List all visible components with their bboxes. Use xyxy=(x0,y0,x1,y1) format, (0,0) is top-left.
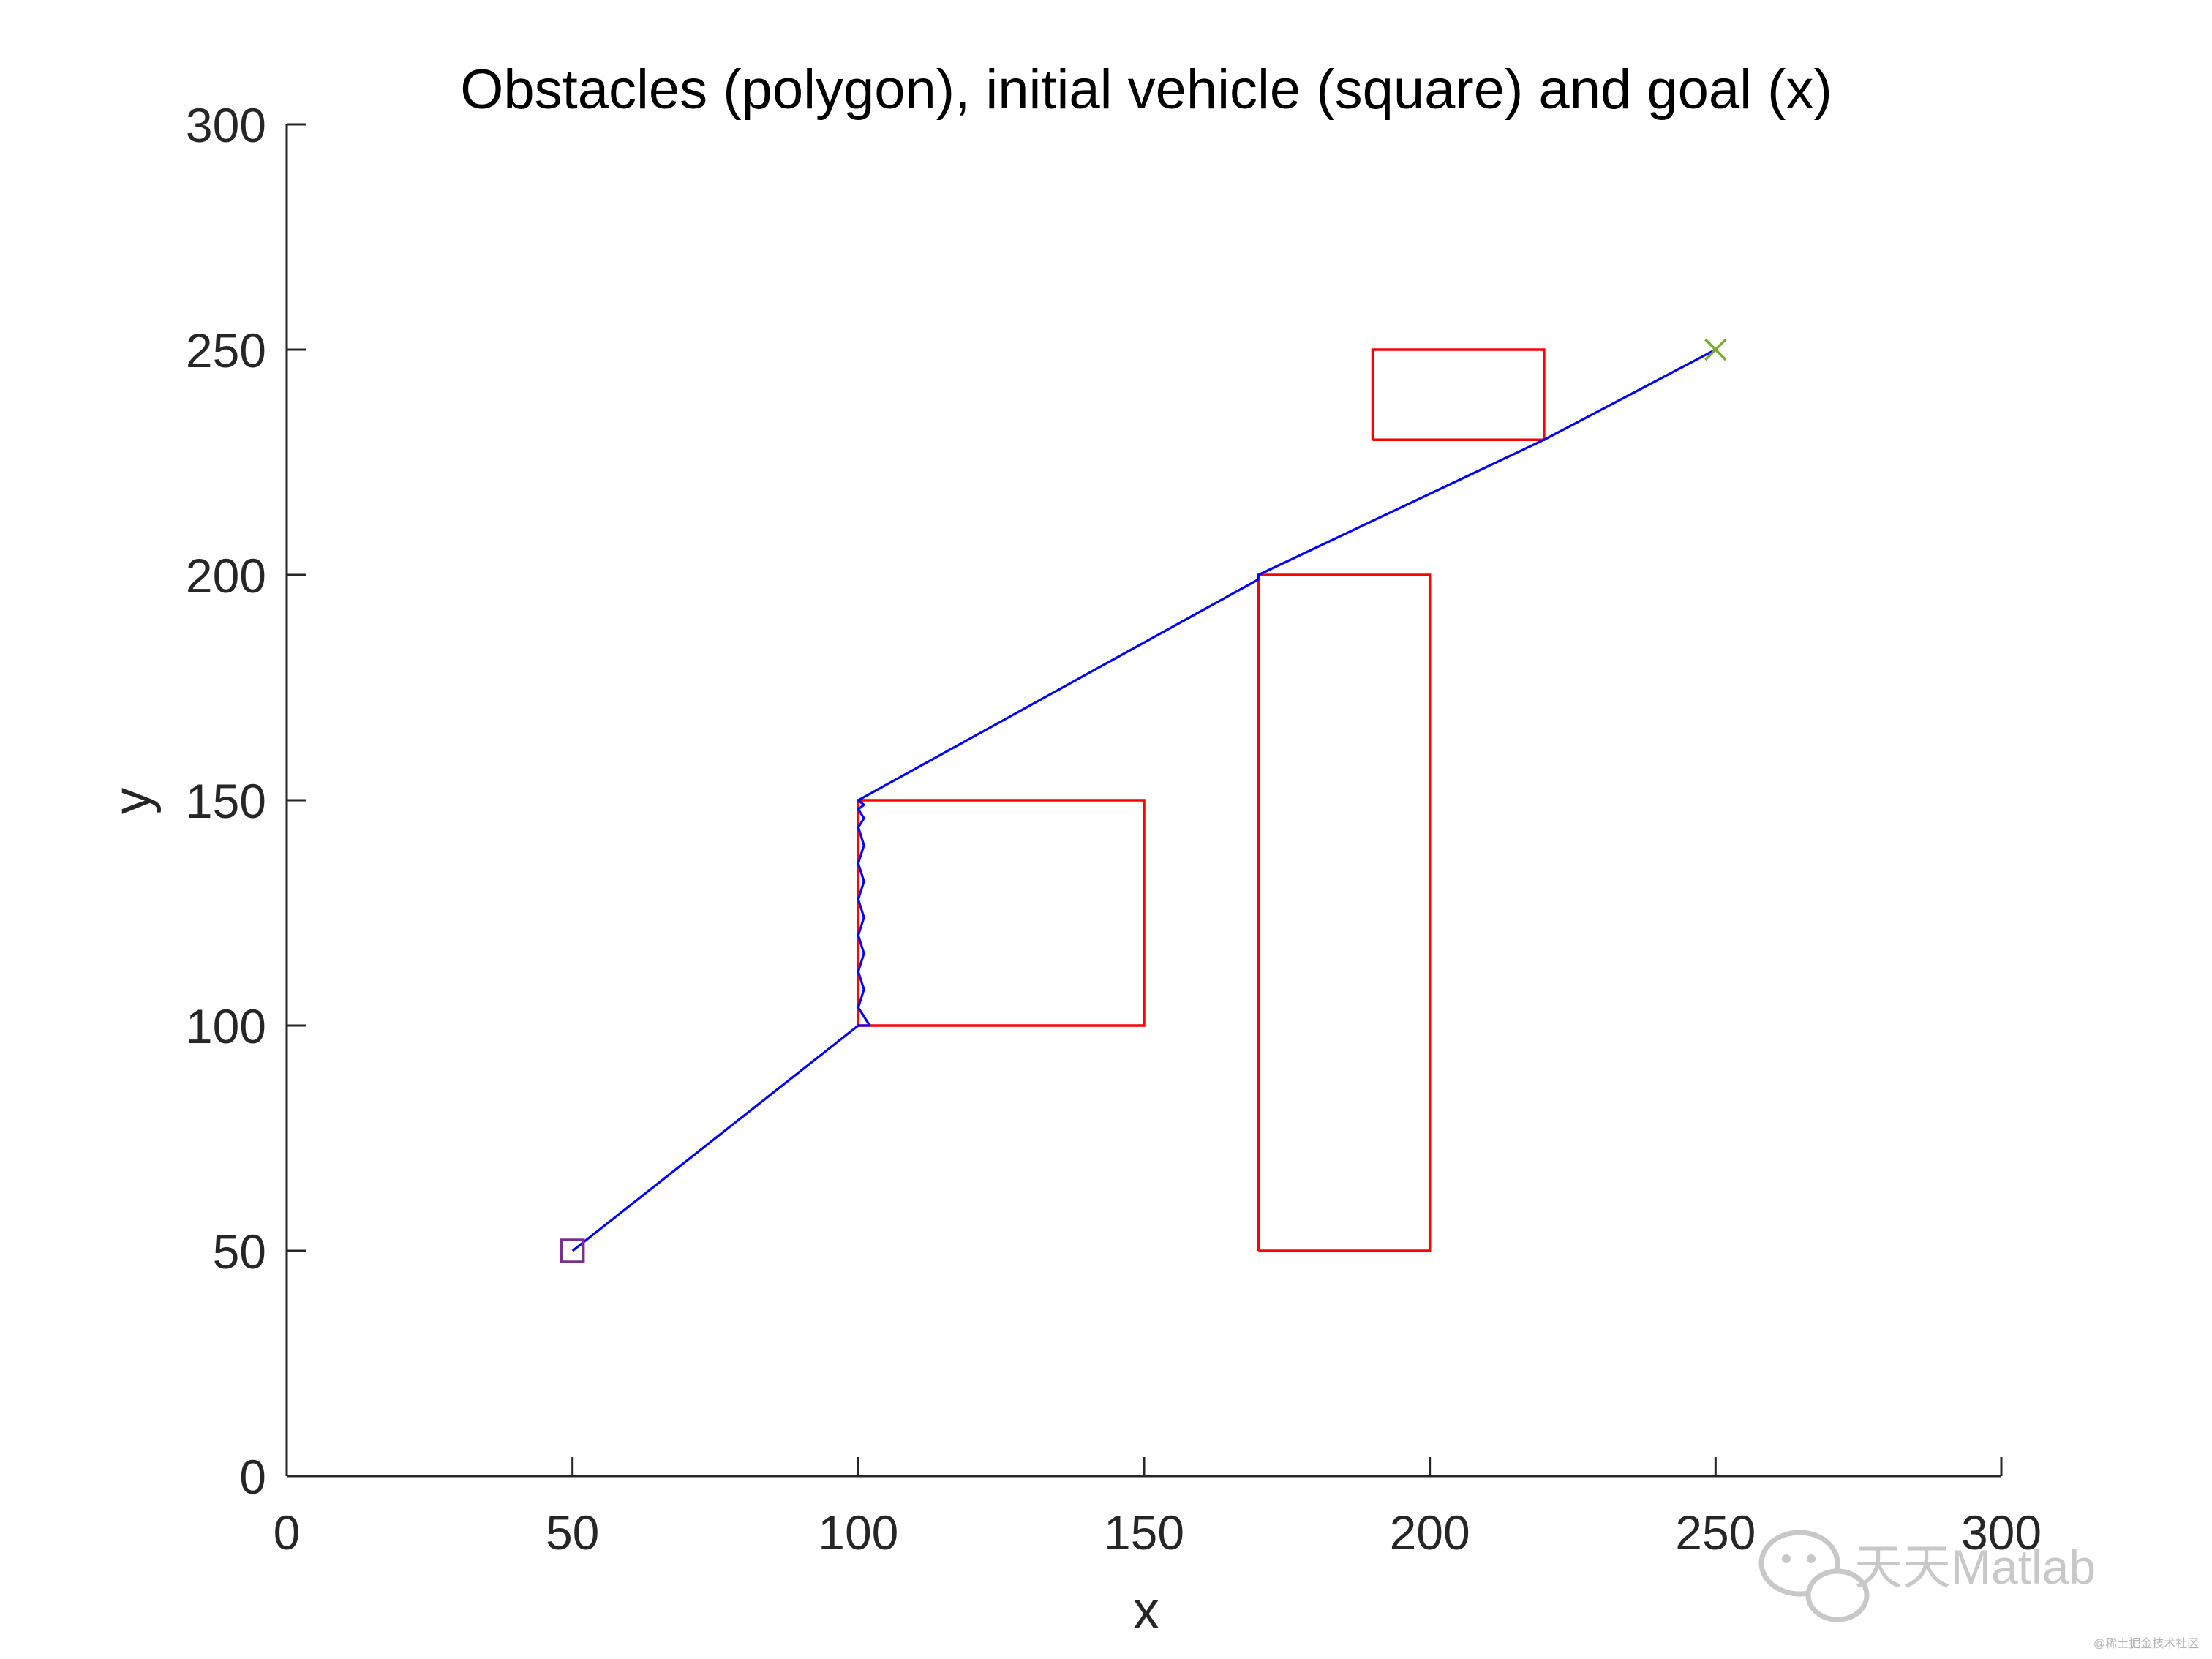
y-tick-label: 300 xyxy=(186,98,266,152)
markers-layer xyxy=(560,338,1727,1263)
vehicle-path-line xyxy=(571,348,1717,1252)
x-tick-label: 150 xyxy=(1104,1505,1184,1560)
obstacles-layer xyxy=(857,348,1546,1252)
obstacle-polygon-3 xyxy=(1371,348,1546,441)
goal-marker-x xyxy=(1704,338,1727,361)
chart-title: Obstacles (polygon), initial vehicle (sq… xyxy=(460,59,1832,121)
x-tick-label: 50 xyxy=(546,1505,599,1560)
axes: 0 50 100 150 200 250 300 0 50 100 150 200 250 300 xyxy=(186,98,2042,1560)
obstacle-polygon-1 xyxy=(857,799,1146,1027)
wechat-icon xyxy=(1758,1530,1870,1622)
start-marker-square xyxy=(560,1238,585,1263)
obstacle-polygon-2 xyxy=(1257,573,1432,1252)
y-tick-label: 0 xyxy=(239,1450,266,1504)
x-tick-label: 250 xyxy=(1675,1505,1756,1560)
watermark-text: 天天Matlab xyxy=(1854,1540,2096,1594)
y-tick-label: 100 xyxy=(186,999,266,1053)
y-tick-label: 200 xyxy=(186,549,266,603)
x-tick-label: 200 xyxy=(1390,1505,1470,1560)
y-axis-label: y xyxy=(103,788,162,814)
y-tick-label: 150 xyxy=(186,774,266,828)
watermark-small-text: @稀土掘金技术社区 xyxy=(2094,1637,2199,1650)
y-tick-label: 250 xyxy=(186,323,266,377)
x-tick-label: 0 xyxy=(274,1505,301,1560)
y-tick-label: 50 xyxy=(213,1224,266,1279)
x-tick-label: 300 xyxy=(1961,1505,2042,1560)
goal-marker-stroke-2 xyxy=(1704,338,1727,361)
watermark: 天天Matlab @稀土掘金技术社区 xyxy=(1758,1530,2199,1650)
path-layer xyxy=(571,348,1717,1252)
x-axis-label: x xyxy=(1133,1581,1159,1640)
x-tick-label: 100 xyxy=(818,1505,898,1560)
